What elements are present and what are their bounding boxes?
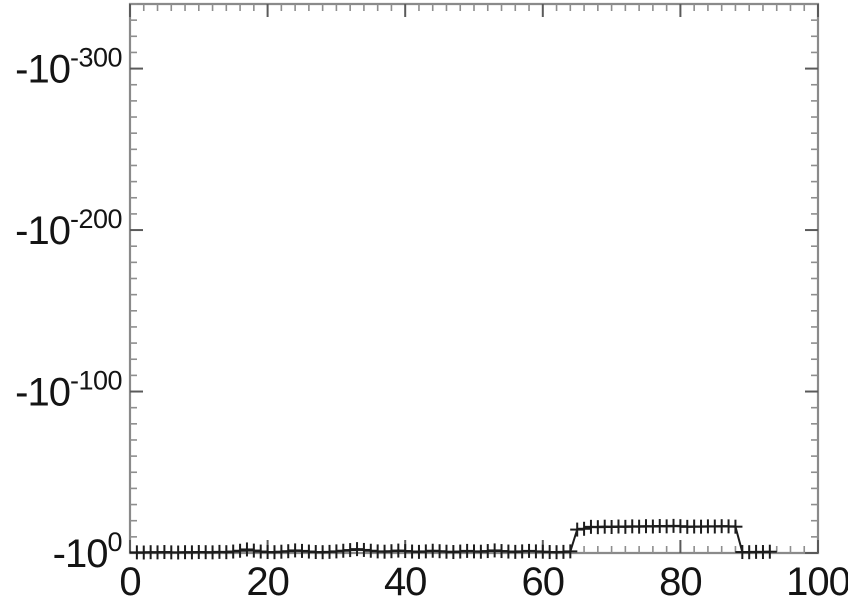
plot-box-border bbox=[128, 2, 820, 555]
x-tick-label: 80 bbox=[659, 560, 702, 600]
y-tick-label-base: -10 bbox=[15, 371, 70, 415]
y-axis-minor-ticks bbox=[130, 3, 818, 538]
data-point-marker bbox=[563, 544, 578, 559]
x-axis-minor-ticks bbox=[142, 4, 806, 553]
data-point-marker bbox=[239, 542, 254, 557]
x-axis-tick-labels: 0 20 40 60 80 100 bbox=[119, 560, 848, 600]
y-tick-label-base: -10 bbox=[15, 48, 70, 92]
axis-frame bbox=[128, 2, 820, 555]
y-tick-label-base: -10 bbox=[53, 532, 108, 576]
data-point-marker bbox=[728, 519, 743, 534]
x-tick-label: 100 bbox=[786, 560, 848, 600]
y-axis-tick-labels: -10-300-10-200-10-100-100 bbox=[15, 43, 122, 576]
data-series-markers bbox=[129, 518, 777, 560]
data-point-marker bbox=[762, 544, 777, 559]
data-point-marker bbox=[233, 543, 248, 558]
y-tick-label: -10-200 bbox=[15, 204, 122, 253]
y-tick-label-exponent: -300 bbox=[70, 43, 122, 73]
data-point-marker bbox=[577, 521, 592, 536]
x-tick-label: 20 bbox=[246, 560, 289, 600]
y-axis-major-ticks bbox=[130, 67, 818, 554]
y-tick-label-exponent: 0 bbox=[107, 527, 122, 557]
x-axis-major-ticks bbox=[129, 4, 819, 553]
x-tick-label: 60 bbox=[522, 560, 565, 600]
y-tick-label: -100 bbox=[53, 527, 122, 576]
x-tick-label: 40 bbox=[384, 560, 427, 600]
y-tick-label-base: -10 bbox=[15, 209, 70, 253]
y-tick-label: -10-100 bbox=[15, 366, 122, 415]
y-tick-label-exponent: -200 bbox=[70, 204, 122, 234]
y-tick-label-exponent: -100 bbox=[70, 366, 122, 396]
y-tick-label: -10-300 bbox=[15, 43, 122, 92]
x-tick-label: 0 bbox=[119, 560, 140, 600]
